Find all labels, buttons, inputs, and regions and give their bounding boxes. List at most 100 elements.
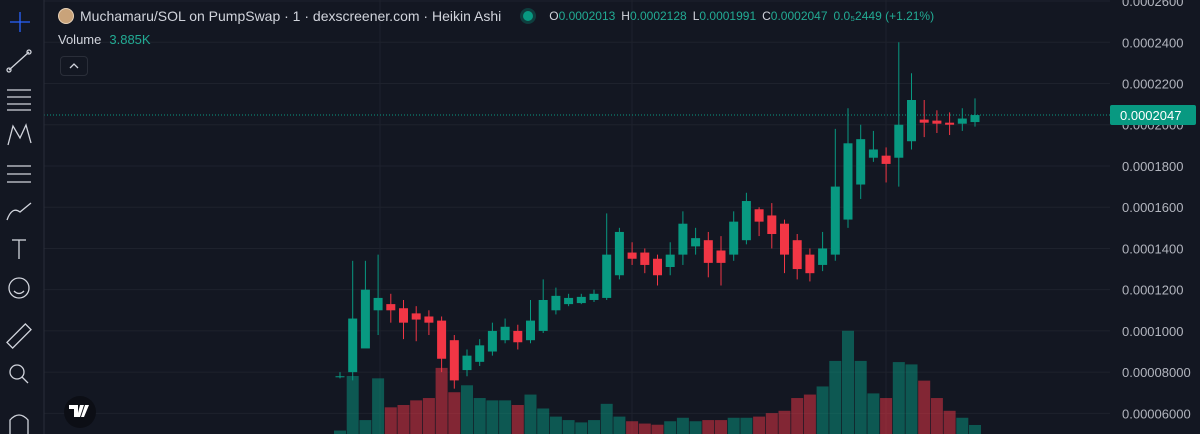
candle-body [399, 308, 408, 323]
candle-body [970, 115, 980, 123]
volume-bar [854, 360, 867, 434]
volume-bar [448, 392, 461, 434]
volume-bar [511, 405, 524, 434]
emoji-tool[interactable] [8, 277, 30, 299]
ruler-tool[interactable] [6, 323, 32, 349]
candle-body [602, 254, 612, 298]
candle-body [856, 139, 866, 185]
volume-bar [740, 417, 753, 434]
volume-legend: Volume 3.885K [58, 32, 151, 47]
volume-bar [422, 398, 435, 434]
trendline-tool[interactable] [6, 49, 32, 73]
candle-body [487, 330, 497, 352]
volume-bar [397, 405, 410, 434]
volume-bar [803, 394, 816, 434]
volume-bar [702, 420, 715, 434]
candle-body [767, 215, 777, 235]
zoom-tool[interactable] [9, 364, 29, 384]
candle-body [449, 340, 459, 381]
volume-bar [867, 393, 880, 434]
pattern-tool[interactable] [7, 123, 32, 146]
volume-bar [969, 424, 981, 434]
volume-value: 3.885K [109, 32, 151, 47]
brush-tool[interactable] [6, 202, 32, 221]
crosshair-tool[interactable] [10, 12, 30, 32]
value: 0.0001991 [699, 9, 757, 23]
candle-body [513, 330, 523, 343]
volume-bar [905, 364, 918, 434]
volume-bar [499, 400, 512, 434]
forecast-tool[interactable] [7, 165, 31, 183]
price-axis: 0.00026000.00024000.00022000.00020000.00… [44, 0, 1200, 434]
volume-bar [359, 420, 372, 434]
volume-bar [626, 421, 639, 434]
volume-bar [600, 403, 613, 434]
candle-body [335, 376, 345, 378]
volume-bar [638, 423, 651, 434]
candle-body [589, 293, 599, 300]
volume-bar [842, 330, 854, 434]
volume-bar [956, 417, 969, 434]
label: L [692, 9, 700, 23]
volume-bar [461, 385, 473, 434]
y-tick-label: 0.0001000 [1122, 324, 1183, 339]
volume-bar [943, 410, 956, 434]
tv-logo [64, 396, 96, 428]
candle-body [932, 120, 942, 124]
candle-body [754, 209, 764, 222]
volume-bar [689, 421, 702, 434]
volume-bar [765, 413, 778, 434]
y-tick-label: 0.00006000 [1122, 406, 1191, 421]
candle-body [729, 221, 739, 255]
candle-body [945, 122, 955, 125]
candle-body [919, 119, 929, 123]
candle-body [907, 99, 916, 142]
y-tick-label: 0.0001600 [1122, 200, 1183, 215]
candle-body [818, 248, 828, 265]
candle-body [538, 299, 548, 331]
candle-body [437, 320, 447, 359]
candle-body [894, 124, 904, 158]
value: 0.0002047 [770, 9, 828, 23]
candle-body [881, 155, 891, 164]
candle-body [691, 238, 701, 247]
symbol-title: Muchamaru/SOL on PumpSwap · 1 · dexscree… [80, 8, 502, 24]
candle-body [716, 250, 726, 263]
candle-body [500, 326, 510, 341]
volume-bar [664, 421, 677, 434]
candle-body [348, 318, 358, 373]
volume-bar [549, 416, 562, 434]
volume-bar [334, 430, 346, 434]
candle-body [551, 295, 561, 311]
y-tick-label: 0.00008000 [1122, 365, 1191, 380]
volume-bar [562, 420, 575, 434]
volume-bar [778, 410, 791, 434]
volume-bar [918, 380, 931, 434]
volume-title: Volume [58, 32, 102, 47]
candle-body [640, 252, 650, 265]
volume-bar [753, 416, 766, 434]
candle-layer [335, 42, 980, 389]
magnet-tool[interactable] [9, 414, 29, 434]
collapse-button[interactable] [60, 56, 88, 76]
volume-bar [880, 398, 893, 434]
candle-body [868, 149, 878, 158]
volume-bar [575, 422, 588, 434]
volume-bar [537, 408, 550, 434]
label: H [621, 9, 630, 23]
candle-body [564, 297, 574, 305]
value: 0.0002128 [629, 9, 687, 23]
y-tick-label: 0.0002600 [1122, 0, 1183, 9]
fib-tool[interactable] [7, 89, 31, 111]
last-price-label: 0.0002047 [1120, 108, 1181, 123]
candle-body [360, 289, 370, 349]
candle-body [653, 258, 662, 276]
candle-body [411, 313, 421, 320]
volume-bar [486, 400, 499, 434]
candle-body [741, 201, 751, 241]
volume-bar [829, 360, 842, 434]
text-tool[interactable] [12, 239, 26, 259]
toolbar [0, 0, 45, 434]
candle-body [678, 223, 688, 255]
